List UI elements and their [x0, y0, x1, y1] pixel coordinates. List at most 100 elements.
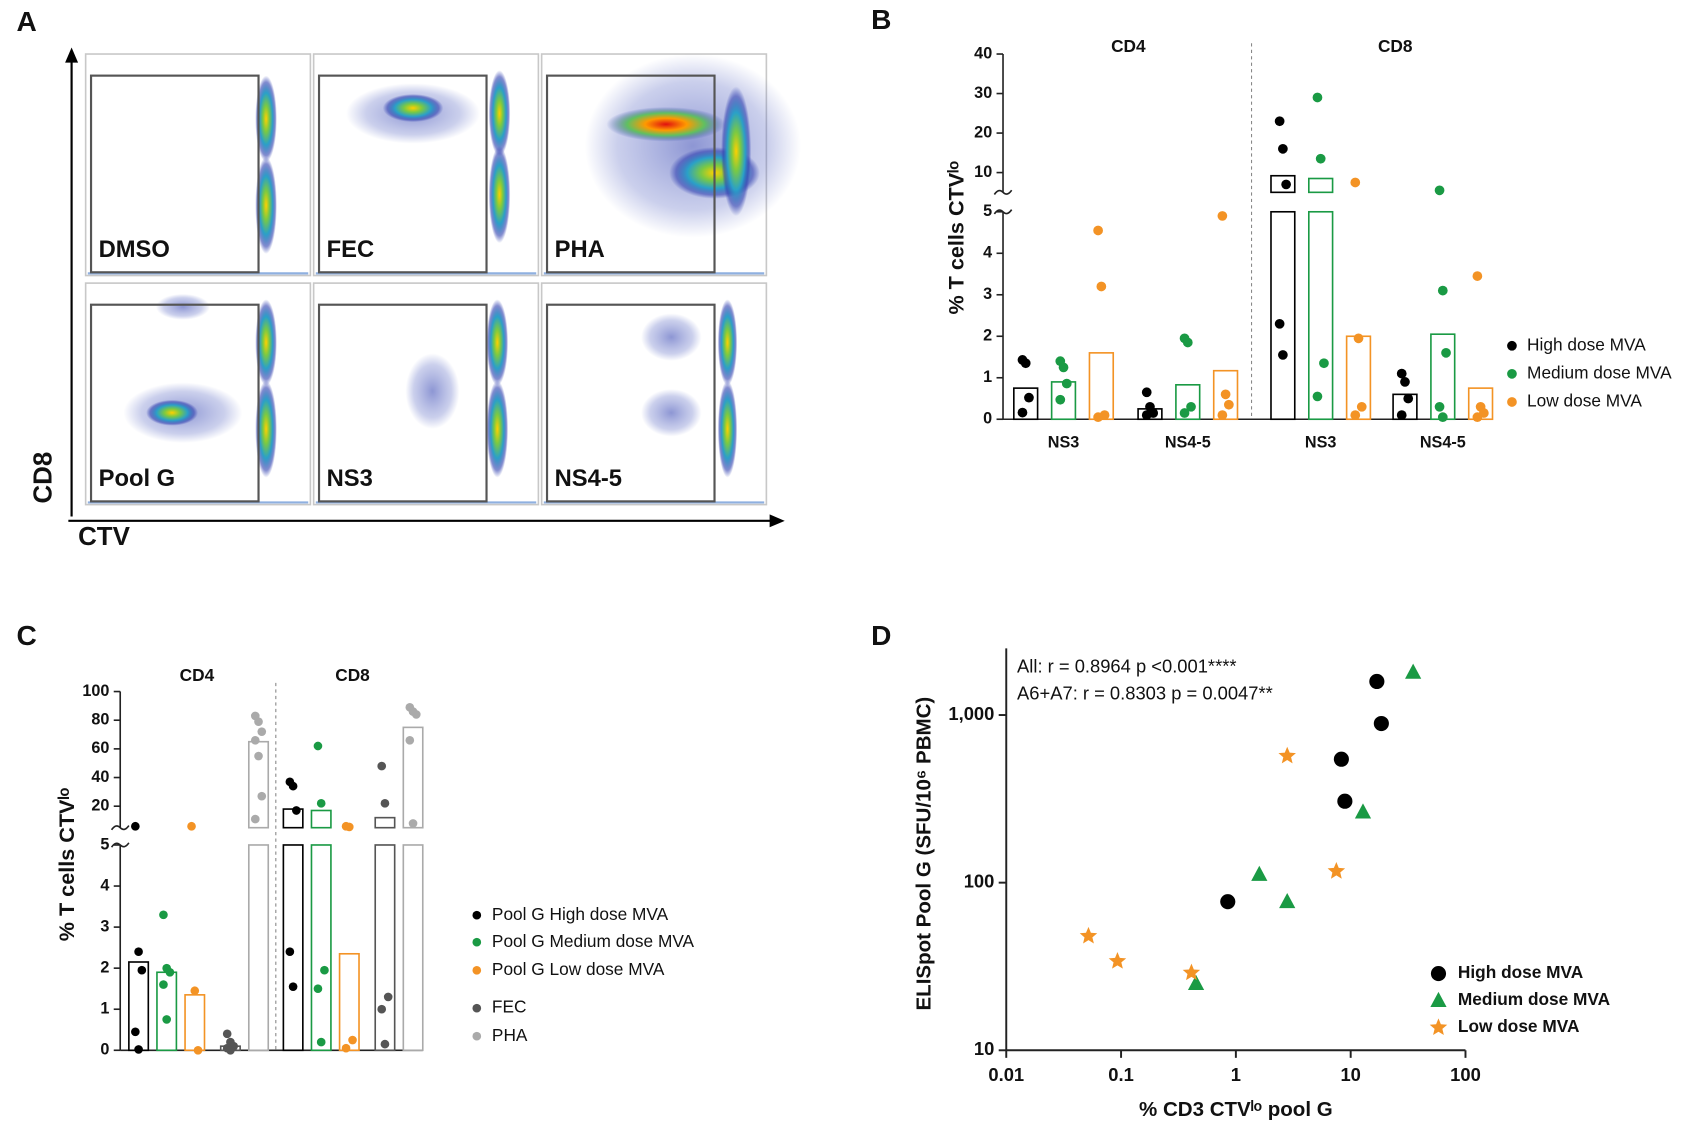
density — [255, 299, 277, 386]
bar — [1307, 177, 1334, 194]
data-point — [1223, 399, 1234, 410]
arrow-head — [769, 514, 785, 528]
data-point — [313, 741, 323, 751]
group-label: CD8 — [1378, 36, 1413, 56]
axis-label: % T cells CTVˡᵒ — [54, 787, 79, 941]
density — [488, 70, 511, 157]
gate — [545, 74, 716, 274]
y-tick-label: 1 — [100, 1000, 109, 1018]
data-point — [1434, 401, 1445, 412]
annotation: All: r = 0.8964 p <0.001**** — [1017, 656, 1236, 677]
sample-label: DMSO — [99, 236, 170, 263]
data-point — [159, 980, 168, 989]
y-tick-label: 1 — [983, 368, 992, 386]
legend-label: Low dose MVA — [1458, 1016, 1580, 1036]
density — [606, 106, 726, 142]
gate — [89, 74, 260, 274]
density — [717, 380, 738, 478]
data-point — [405, 735, 415, 745]
density — [146, 399, 199, 426]
data-point — [1278, 350, 1288, 360]
bar — [374, 844, 396, 1052]
axis-label: CTV — [78, 523, 131, 551]
data-point — [1278, 746, 1296, 764]
gate — [545, 303, 716, 503]
legend-label: FEC — [492, 997, 527, 1017]
data-point — [288, 982, 298, 991]
data-point — [1217, 410, 1228, 420]
x-tick-label: NS3 — [1048, 433, 1080, 451]
panel-label: C — [16, 620, 36, 651]
axis-break — [110, 825, 130, 831]
y-tick-label: 100 — [82, 682, 109, 700]
panel-label: B — [871, 4, 891, 35]
sample-label: PHA — [555, 236, 605, 263]
data-point — [1186, 401, 1196, 412]
y-tick-label: 2 — [983, 327, 992, 345]
density — [255, 156, 277, 254]
data-point — [1093, 225, 1103, 236]
y-tick-label: 5 — [100, 835, 109, 853]
data-point — [1058, 362, 1069, 373]
data-point — [1319, 358, 1329, 369]
data-point — [380, 1039, 390, 1049]
y-tick-label: 20 — [91, 796, 109, 814]
data-point — [1220, 389, 1231, 400]
legend-label: Pool G Low dose MVA — [492, 959, 665, 979]
sample-label: NS4-5 — [555, 465, 622, 492]
data-point — [190, 986, 200, 996]
sample-label: Pool G — [99, 465, 176, 492]
data-point — [1281, 179, 1291, 190]
axis-label: % T cells CTVˡᵒ — [943, 161, 968, 315]
data-point — [1437, 412, 1448, 423]
data-point — [187, 821, 196, 831]
data-point — [257, 727, 267, 736]
bar — [1212, 369, 1239, 421]
bar — [1392, 393, 1418, 421]
data-point — [1437, 285, 1448, 296]
bar — [282, 844, 304, 1052]
legend-label: PHA — [492, 1025, 528, 1045]
data-point — [320, 965, 329, 975]
data-point — [1315, 153, 1326, 164]
data-point — [285, 947, 295, 957]
legend-marker — [1430, 966, 1447, 982]
data-point — [1396, 410, 1407, 420]
data-point — [1405, 663, 1422, 679]
group-label: CD8 — [335, 665, 370, 685]
y-tick-label: 20 — [974, 123, 992, 141]
data-point — [137, 965, 147, 975]
data-point — [1024, 392, 1034, 403]
data-point — [1396, 368, 1407, 379]
y-tick-label: 60 — [91, 739, 109, 757]
density — [717, 299, 738, 386]
data-point — [344, 822, 354, 832]
data-point — [1187, 974, 1205, 991]
density — [255, 75, 277, 163]
density — [486, 299, 509, 386]
legend-marker — [472, 1003, 482, 1013]
data-point — [348, 1035, 357, 1045]
data-point — [341, 1043, 351, 1053]
x-tick-label: 10 — [1340, 1064, 1360, 1085]
data-point — [1327, 862, 1346, 879]
data-point — [1061, 378, 1072, 389]
data-point — [1337, 793, 1353, 809]
data-point — [1353, 333, 1364, 344]
data-point — [165, 967, 175, 977]
data-point — [1141, 410, 1152, 420]
data-point — [1472, 271, 1483, 281]
data-point — [1400, 377, 1410, 387]
data-point — [226, 1045, 235, 1055]
y-tick-label: 40 — [91, 768, 109, 786]
data-point — [316, 1037, 326, 1047]
data-point — [1279, 893, 1296, 909]
bar — [374, 816, 396, 829]
data-point — [1356, 401, 1367, 412]
data-point — [1434, 185, 1445, 196]
legend-marker — [472, 937, 482, 947]
data-point — [257, 791, 267, 801]
data-point — [1350, 177, 1361, 188]
legend-marker — [472, 966, 482, 975]
data-point — [1182, 963, 1201, 981]
